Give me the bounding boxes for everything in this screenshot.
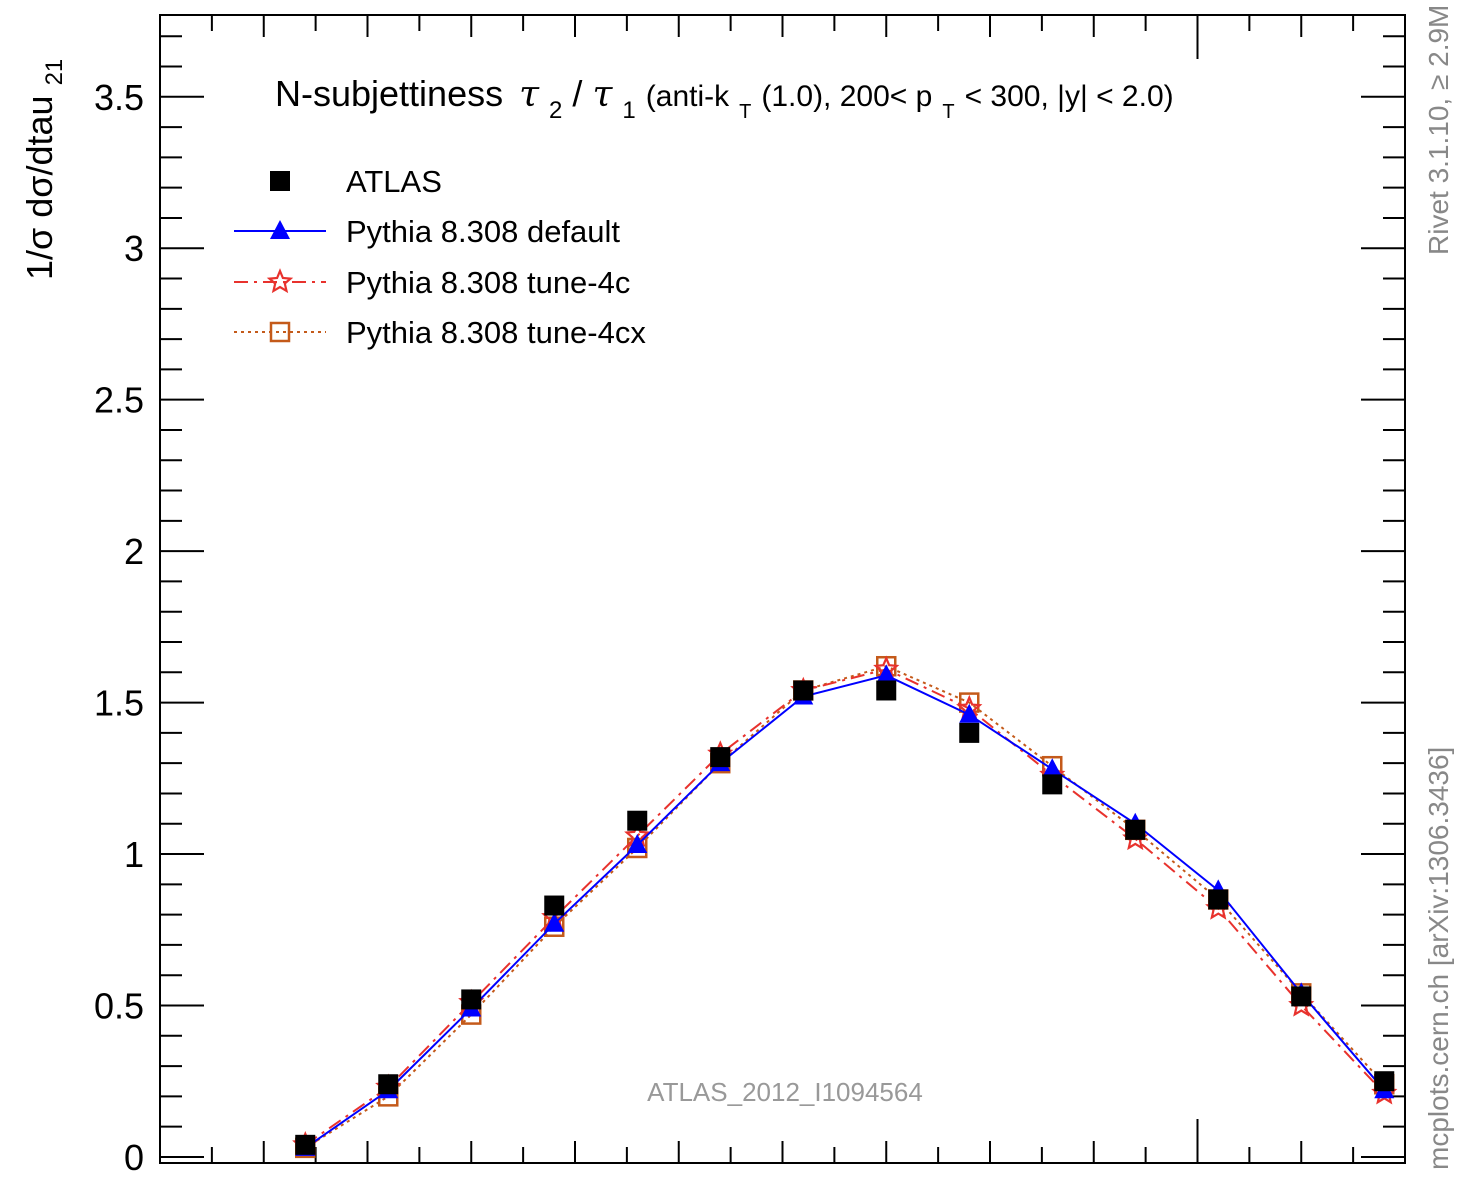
- legend-marker: [269, 321, 291, 343]
- data-point: [1042, 774, 1063, 795]
- title-slash: /: [572, 73, 582, 114]
- title-main: N-subjettiness: [275, 73, 503, 114]
- series-layer: [292, 655, 1398, 1159]
- chart-title: N-subjettiness τ 2 / τ 1 (anti-k T (1.0)…: [275, 73, 1174, 126]
- y-axis-label: 1/σ dσ/dtau 21: [19, 59, 68, 280]
- data-point: [461, 989, 482, 1010]
- data-point: [378, 1074, 399, 1095]
- side-label-top: Rivet 3.1.10, ≥ 2.9M events: [1423, 0, 1454, 255]
- series-line: [304, 668, 1386, 1146]
- y-tick-label: 0.5: [94, 985, 144, 1026]
- legend-marker: [270, 220, 290, 239]
- legend-marker: [270, 171, 290, 191]
- title-tau-numerator: τ: [519, 74, 540, 115]
- data-point: [544, 895, 565, 916]
- data-point: [1125, 819, 1146, 840]
- data-point: [627, 810, 648, 831]
- legend-label: ATLAS: [346, 164, 442, 199]
- data-point: [876, 664, 897, 684]
- analysis-watermark: ATLAS_2012_I1094564: [647, 1077, 923, 1107]
- data-point: [1208, 889, 1229, 910]
- y-axis-ticks: 0 0.5 1 1.5 2 2.5 3 3.5: [94, 35, 1405, 1178]
- y-tick-label: 2.5: [94, 380, 144, 421]
- title-tau-denominator: τ: [592, 74, 613, 115]
- data-point: [876, 680, 897, 701]
- legend-item: Pythia 8.308 tune-4c: [234, 265, 630, 300]
- data-point: [959, 722, 980, 743]
- y-tick-label: 1.5: [94, 683, 144, 724]
- legend: ATLAS Pythia 8.308 default Pythia 8.308 tu…: [234, 164, 646, 350]
- data-point: [710, 747, 731, 768]
- title-kt-subscript: T: [739, 101, 751, 123]
- y-tick-label: 3.5: [94, 77, 144, 118]
- data-point: [959, 703, 980, 723]
- data-point: [793, 680, 814, 701]
- title-detail-mid: (1.0), 200< p: [761, 80, 932, 113]
- legend-item: Pythia 8.308 tune-4cx: [234, 315, 646, 350]
- series-line: [304, 665, 1386, 1149]
- legend-label: Pythia 8.308 default: [346, 214, 620, 249]
- data-point: [1042, 758, 1063, 778]
- title-detail-prefix: (anti-k: [646, 80, 730, 113]
- y-tick-label: 1: [124, 834, 144, 875]
- series-atlas: [295, 680, 1395, 1155]
- legend-item: Pythia 8.308 default: [234, 214, 620, 249]
- data-point: [1291, 986, 1312, 1007]
- series-line: [304, 674, 1386, 1149]
- legend-item: ATLAS: [270, 164, 442, 199]
- y-axis-label-main: 1/σ dσ/dtau: [19, 95, 60, 280]
- title-pt-subscript: T: [942, 101, 954, 123]
- title-denominator-subscript: 1: [622, 97, 635, 124]
- data-point: [1374, 1071, 1395, 1092]
- data-point: [544, 912, 565, 932]
- y-tick-label: 3: [124, 228, 144, 269]
- legend-marker: [266, 268, 294, 294]
- title-detail-suffix: < 300, |y| < 2.0): [965, 80, 1174, 113]
- data-point: [627, 833, 648, 853]
- data-point: [295, 1134, 316, 1155]
- title-numerator-subscript: 2: [549, 97, 562, 124]
- y-tick-label: 2: [124, 531, 144, 572]
- legend-label: Pythia 8.308 tune-4c: [346, 265, 630, 300]
- y-tick-label: 0: [124, 1137, 144, 1178]
- side-label-bottom: mcplots.cern.ch [arXiv:1306.3436]: [1423, 747, 1454, 1170]
- y-axis-label-subscript: 21: [41, 59, 68, 86]
- x-axis-ticks: [210, 15, 1355, 1163]
- legend-label: Pythia 8.308 tune-4cx: [346, 315, 646, 350]
